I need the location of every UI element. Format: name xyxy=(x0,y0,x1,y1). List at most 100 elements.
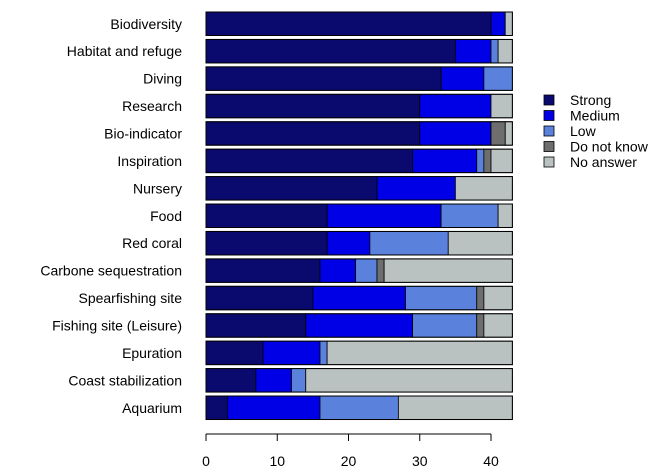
category-label: Bio-indicator xyxy=(104,125,182,141)
bar-segment-no-answer xyxy=(383,258,513,283)
bar-outline xyxy=(205,258,513,283)
legend-label: Strong xyxy=(570,92,611,108)
bar-segment-no-answer xyxy=(504,121,513,146)
bar-segment-strong xyxy=(205,148,414,174)
bar-outline xyxy=(205,176,513,201)
x-tick-label: 30 xyxy=(412,453,428,469)
bar-segment-medium xyxy=(312,285,406,311)
bar-segment-no-answer xyxy=(483,313,513,338)
bar-segment-strong xyxy=(205,395,228,420)
bar-outline xyxy=(205,230,513,256)
bar-segment-medium xyxy=(305,313,414,338)
bar-outline xyxy=(205,313,513,338)
bar-segment-low xyxy=(476,148,485,174)
bar-segment-low xyxy=(440,203,499,228)
bar-segment-medium xyxy=(454,39,492,64)
bar-segment-low xyxy=(319,340,328,366)
bar-segment-medium xyxy=(419,121,492,146)
category-label: Epuration xyxy=(122,345,182,361)
x-tick-label: 0 xyxy=(202,453,210,469)
bar-segment-no-answer xyxy=(483,285,513,311)
legend-swatch xyxy=(543,156,555,168)
bar-segment-no-answer xyxy=(397,395,513,420)
bar-segment-do-not-know xyxy=(476,313,485,338)
bar-segment-strong xyxy=(205,11,492,36)
x-axis: 0 10 20 30 40 xyxy=(202,433,499,469)
category-label: Spearfishing site xyxy=(78,290,182,306)
bar-segment-strong xyxy=(205,176,378,201)
bar-segment-medium xyxy=(326,231,371,256)
x-tick-label: 20 xyxy=(341,453,357,469)
bar-outline xyxy=(205,121,513,146)
bar-segment-low xyxy=(291,368,307,393)
bar-segment-medium xyxy=(412,148,478,174)
bar-outline xyxy=(205,11,513,36)
bar-segment-strong xyxy=(205,368,257,393)
bar-segment-strong xyxy=(205,340,264,366)
bar-segment-strong xyxy=(205,66,442,91)
legend-label: Do not know xyxy=(570,139,649,155)
bar-segment-do-not-know xyxy=(476,285,485,311)
bar-segment-medium xyxy=(262,340,321,366)
bar-segment-no-answer xyxy=(490,148,513,174)
legend-swatch xyxy=(543,125,555,137)
bar-segment-no-answer xyxy=(497,39,513,64)
category-label: Inspiration xyxy=(117,153,182,169)
category-labels: Biodiversity Habitat and refuge Diving Rese… xyxy=(40,16,182,416)
bar-segment-low xyxy=(369,231,449,256)
bar-outline xyxy=(205,66,513,91)
category-label: Aquarium xyxy=(122,400,182,416)
legend-swatch xyxy=(543,110,555,121)
bar-segment-strong xyxy=(205,93,421,119)
bar-segment-low xyxy=(405,285,478,311)
category-label: Carbone sequestration xyxy=(40,263,182,279)
bar-segment-do-not-know xyxy=(483,148,492,174)
category-label: Food xyxy=(150,208,182,224)
bar-segment-do-not-know xyxy=(376,258,385,283)
bar-outline xyxy=(205,38,513,64)
bar-segment-do-not-know xyxy=(490,121,506,146)
bar-segment-strong xyxy=(205,258,321,283)
category-label: Habitat and refuge xyxy=(67,43,182,59)
bar-outline xyxy=(205,203,513,229)
category-label: Research xyxy=(122,98,182,114)
bar-segment-strong xyxy=(205,121,421,146)
bar-segment-strong xyxy=(205,39,456,64)
bar-segment-strong xyxy=(205,203,328,228)
category-label: Fishing site (Leisure) xyxy=(52,317,182,333)
x-tick-label: 40 xyxy=(483,453,499,469)
bar-segment-medium xyxy=(490,11,506,36)
bar-segment-medium xyxy=(319,258,357,283)
bar-segment-low xyxy=(355,258,378,283)
bar-segment-no-answer xyxy=(454,176,513,201)
bar-segment-strong xyxy=(205,231,328,256)
bar-segment-no-answer xyxy=(447,231,513,256)
legend-label: Low xyxy=(570,123,597,139)
bar-segment-medium xyxy=(255,368,292,393)
bar-segment-low xyxy=(319,395,399,420)
bar-outline xyxy=(205,93,513,119)
bar-segment-medium xyxy=(326,203,442,228)
bar-segment-medium xyxy=(376,176,456,201)
bar-segment-low xyxy=(490,39,499,64)
bar-segment-low xyxy=(412,313,478,338)
bars-group xyxy=(205,11,513,421)
bar-outline xyxy=(205,340,513,366)
bar-outline xyxy=(205,368,513,393)
category-label: Diving xyxy=(143,71,182,87)
bar-segment-medium xyxy=(226,395,321,420)
bar-segment-medium xyxy=(440,66,485,91)
bar-segment-no-answer xyxy=(305,368,513,393)
bar-segment-low xyxy=(483,66,513,91)
x-tick-label: 10 xyxy=(269,453,285,469)
bar-segment-no-answer xyxy=(490,93,513,119)
legend-swatch xyxy=(543,141,555,152)
bar-outline xyxy=(205,285,513,311)
bar-outline xyxy=(205,395,513,421)
legend-swatch xyxy=(543,94,555,106)
bar-segment-no-answer xyxy=(504,11,513,36)
category-label: Biodiversity xyxy=(110,16,182,32)
category-label: Red coral xyxy=(122,235,182,251)
